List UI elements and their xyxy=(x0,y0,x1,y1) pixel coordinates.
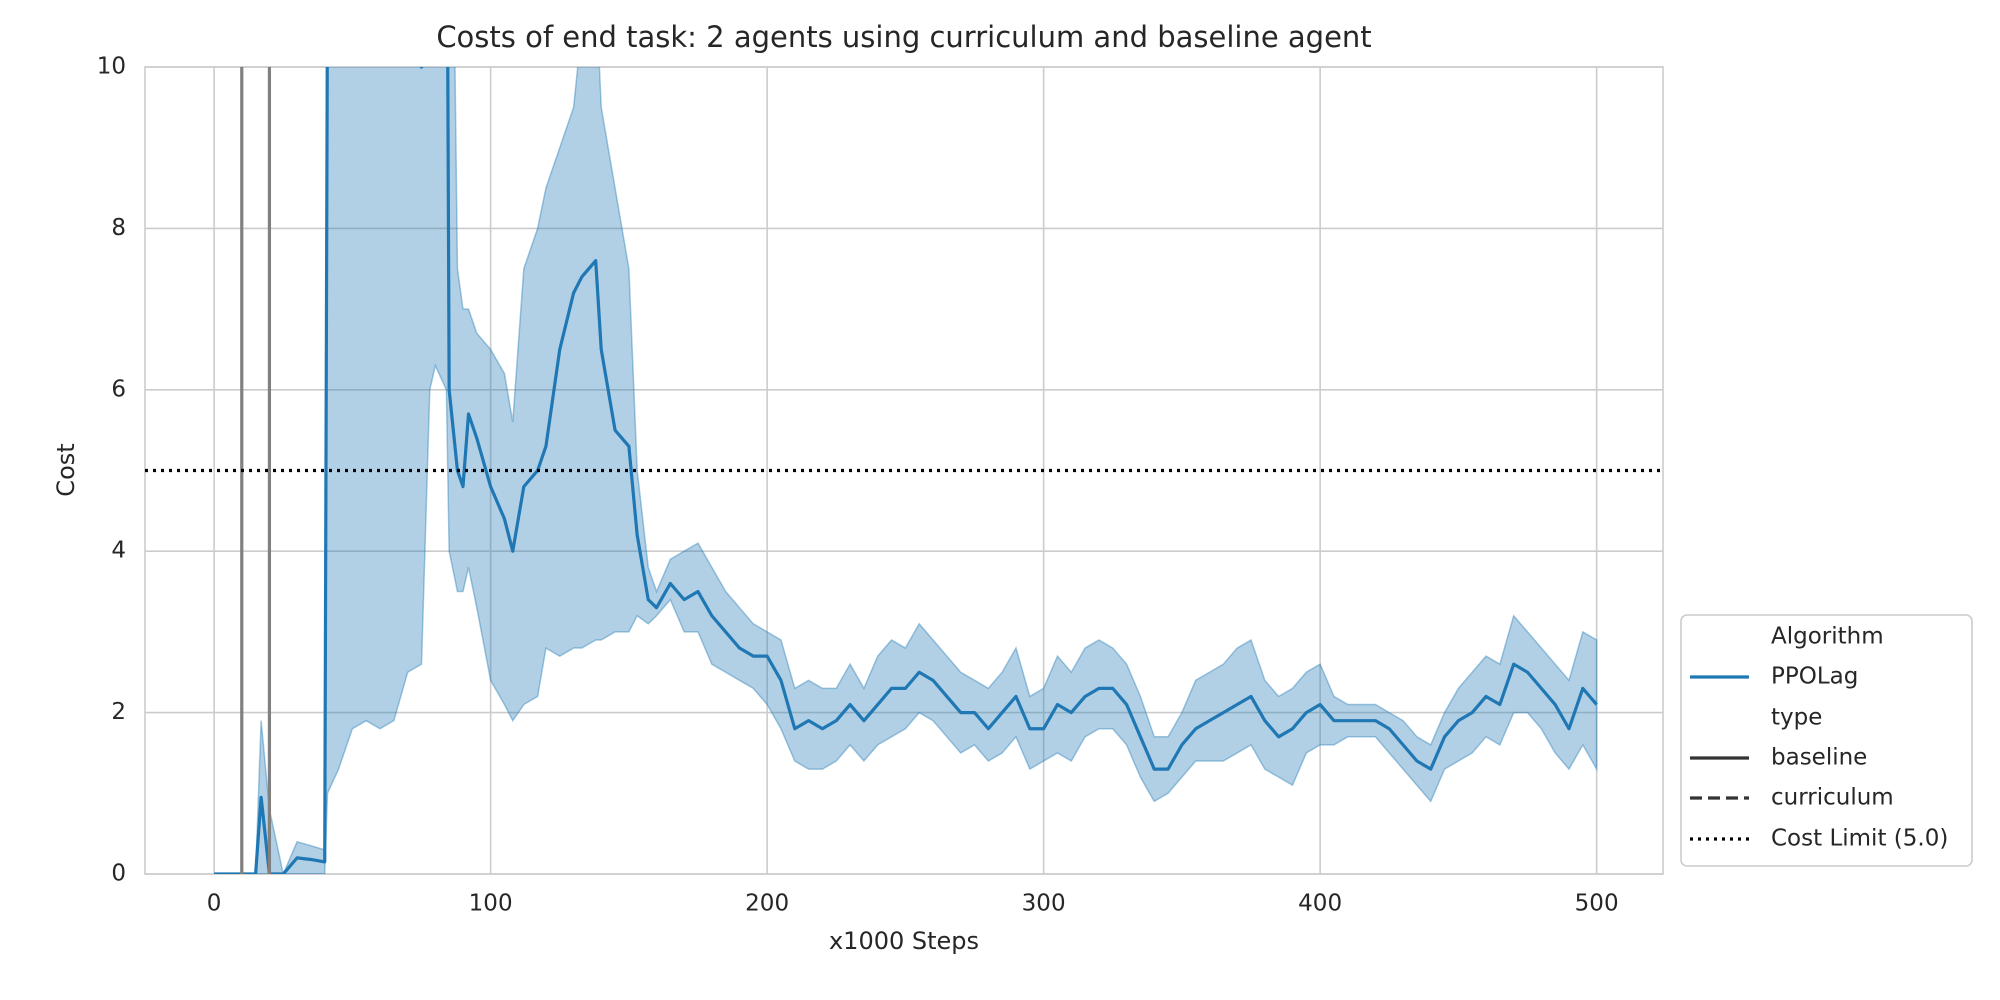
confidence-band xyxy=(214,67,1598,874)
x-tick-label: 500 xyxy=(1575,891,1619,917)
y-tick-label: 8 xyxy=(111,215,126,241)
x-tick-label: 200 xyxy=(745,891,789,917)
legend-label: type xyxy=(1771,705,1822,731)
chart-title: Costs of end task: 2 agents using curric… xyxy=(436,20,1371,54)
x-tick-label: 300 xyxy=(1022,891,1066,917)
plot-content xyxy=(145,67,1663,874)
legend-label: baseline xyxy=(1771,745,1867,771)
legend-label: curriculum xyxy=(1771,785,1894,811)
line xyxy=(214,67,1598,874)
x-tick-label: 100 xyxy=(469,891,513,917)
y-tick-label: 4 xyxy=(111,538,126,564)
y-axis-label: Cost xyxy=(52,443,80,496)
y-tick-label: 10 xyxy=(97,54,126,80)
x-tick-label: 0 xyxy=(207,891,222,917)
y-tick-label: 0 xyxy=(111,861,126,887)
legend-label: Cost Limit (5.0) xyxy=(1771,826,1948,852)
legend-box xyxy=(1680,614,1973,867)
x-axis-label: x1000 Steps xyxy=(829,927,979,955)
y-tick-label: 2 xyxy=(111,699,126,725)
legend-label: PPOLag xyxy=(1771,664,1858,690)
y-tick-label: 6 xyxy=(111,376,126,402)
legend-label: Algorithm xyxy=(1771,624,1884,650)
x-tick-label: 400 xyxy=(1298,891,1342,917)
